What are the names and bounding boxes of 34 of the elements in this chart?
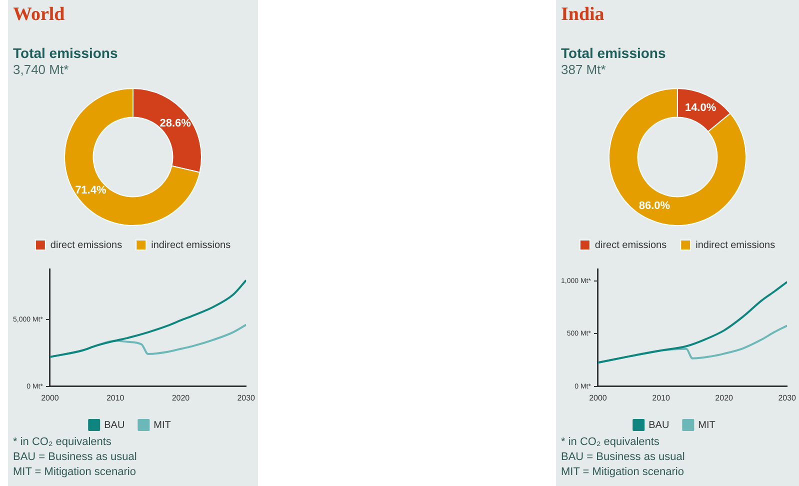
text: MIT = Mitigation scenario xyxy=(13,466,136,478)
data-label: 71.4% xyxy=(75,184,106,197)
chart-title: World xyxy=(13,4,65,26)
text: MIT = Mitigation scenario xyxy=(561,466,684,478)
data-label: 28.6% xyxy=(160,117,192,130)
text: * in CO₂ equivalents xyxy=(13,436,112,448)
legend-label: indirect emissions xyxy=(151,240,231,251)
legend-label: direct emissions xyxy=(594,240,667,251)
legend-label: BAU xyxy=(648,420,670,431)
text: BAU = Business as usual xyxy=(13,451,137,463)
data-label: 14.0% xyxy=(684,102,716,114)
legend-label: MIT xyxy=(698,420,716,431)
legend-label: MIT xyxy=(154,420,171,431)
x-tick-label: 2000 xyxy=(589,393,608,402)
legend-label: direct emissions xyxy=(50,240,122,251)
chart-title: India xyxy=(561,4,604,26)
x-tick-label: 2020 xyxy=(715,393,734,402)
line-series xyxy=(50,279,246,358)
line-series xyxy=(598,280,788,364)
text: 387 Mt* xyxy=(561,62,606,77)
chart-subtitle: Total emissions xyxy=(13,45,118,61)
text: BAU = Business as usual xyxy=(561,451,685,463)
x-tick-label: 2020 xyxy=(172,393,190,402)
x-tick-label: 2000 xyxy=(41,393,60,402)
chart-subtitle: Total emissions xyxy=(561,45,666,61)
text: * in CO₂ equivalents xyxy=(561,436,660,448)
legend-label: indirect emissions xyxy=(696,240,776,251)
x-tick-label: 2010 xyxy=(652,393,670,402)
data-label: 86.0% xyxy=(638,200,670,212)
text: 3,740 Mt* xyxy=(13,62,69,77)
x-tick-label: 2030 xyxy=(778,393,797,402)
legend-label: BAU xyxy=(104,420,125,431)
x-tick-label: 2010 xyxy=(106,393,125,402)
x-tick-label: 2030 xyxy=(237,393,256,402)
